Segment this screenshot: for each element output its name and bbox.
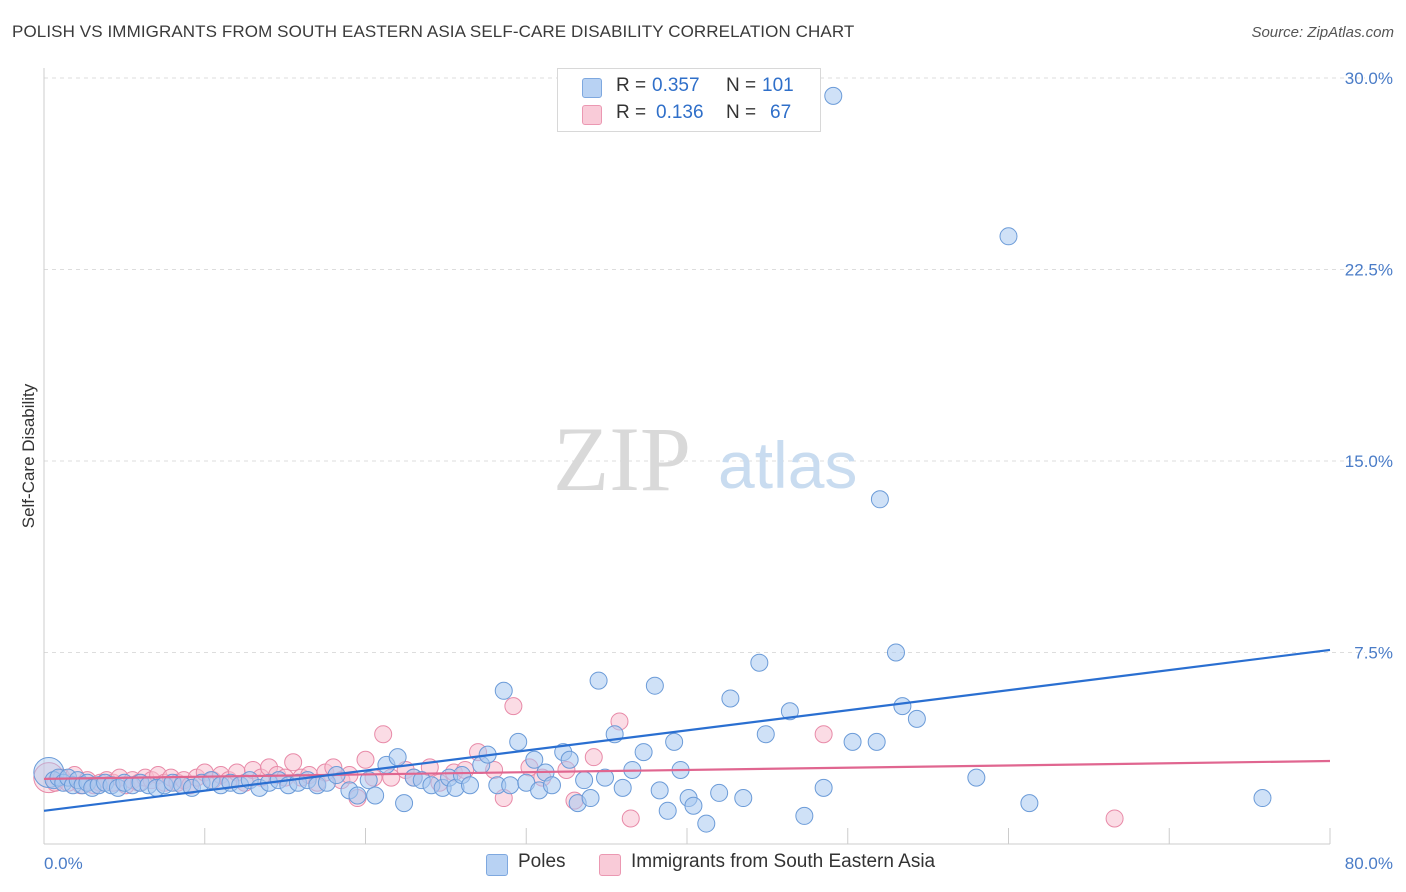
poles-point	[560, 750, 579, 769]
poles-point	[814, 778, 833, 797]
watermark-zip: ZIP	[553, 408, 691, 510]
poles-point	[967, 768, 986, 787]
legend-item-poles[interactable]: Poles	[486, 851, 586, 877]
y-tick-labels: 7.5% 15.0% 22.5% 30.0%	[1345, 69, 1393, 663]
poles-point	[999, 227, 1018, 246]
immigrants-swatch	[599, 854, 621, 876]
legend-label-poles: Poles	[518, 851, 566, 872]
poles-point	[581, 789, 600, 808]
poles-point	[756, 725, 775, 744]
immigrants-point	[374, 725, 393, 744]
y-tick-label: 30.0%	[1345, 69, 1393, 88]
watermark: ZIP atlas	[553, 408, 857, 510]
poles-trend-line	[43, 648, 1331, 812]
gridlines	[44, 77, 1365, 653]
y-tick-label: 7.5%	[1354, 644, 1393, 663]
legend-item-immigrants[interactable]: Immigrants from South Eastern Asia	[599, 851, 979, 877]
immigrants-point	[1105, 809, 1124, 828]
poles-point	[867, 732, 886, 751]
poles-swatch	[486, 854, 508, 876]
poles-point	[575, 771, 594, 790]
poles-point	[501, 776, 520, 795]
poles-point	[658, 801, 677, 820]
poles-point	[388, 748, 407, 767]
legend-n-value: 67	[770, 102, 792, 123]
chart-title: POLISH VS IMMIGRANTS FROM SOUTH EASTERN …	[12, 22, 855, 41]
legend-r-label: R =	[616, 102, 647, 123]
x-tick-label-max: 80.0%	[1345, 854, 1393, 873]
immigrants-point	[504, 697, 523, 716]
immigrants-point	[584, 748, 603, 767]
poles-point	[589, 671, 608, 690]
x-tick-marks	[204, 828, 1331, 844]
legend-r-value: 0.357	[652, 75, 700, 96]
legend-n-value: 101	[762, 75, 794, 96]
immigrants-point	[814, 725, 833, 744]
poles-point	[542, 776, 561, 795]
poles-point	[366, 786, 385, 805]
poles-point	[1020, 794, 1039, 813]
poles-point	[750, 653, 769, 672]
poles-point	[509, 732, 528, 751]
poles-point	[596, 768, 615, 787]
y-axis-label: Self-Care Disability	[19, 383, 38, 528]
poles-point	[824, 86, 843, 105]
poles-point	[395, 794, 414, 813]
poles-point	[359, 771, 378, 790]
y-tick-label: 15.0%	[1345, 452, 1393, 471]
poles-point	[780, 702, 799, 721]
legend-r-label: R =	[616, 75, 647, 96]
y-tick-label: 22.5%	[1345, 261, 1393, 280]
immigrants-trend-line	[43, 759, 1331, 780]
poles-point	[710, 783, 729, 802]
poles-point	[893, 697, 912, 716]
poles-point	[697, 814, 716, 833]
poles-point	[870, 490, 889, 509]
legend-n-label: N =	[726, 102, 757, 123]
poles-point	[525, 750, 544, 769]
poles-point	[348, 786, 367, 805]
poles-swatch	[582, 78, 602, 98]
poles-point	[843, 732, 862, 751]
watermark-atlas: atlas	[718, 428, 857, 502]
poles-point	[684, 796, 703, 815]
poles-point	[734, 789, 753, 808]
poles-point	[460, 776, 479, 795]
legend-r-value: 0.136	[656, 102, 704, 123]
immigrants-point	[356, 750, 375, 769]
poles-point	[665, 732, 684, 751]
poles-point	[494, 681, 513, 700]
poles-point	[650, 781, 669, 800]
poles-point	[645, 676, 664, 695]
immigrants-swatch	[582, 105, 602, 125]
immigrants-point	[284, 753, 303, 772]
poles-point	[907, 709, 926, 728]
poles-point	[613, 778, 632, 797]
source-label: Source: ZipAtlas.com	[1251, 24, 1394, 41]
trend-lines	[43, 648, 1331, 812]
immigrants-point	[621, 809, 640, 828]
legend-n-label: N =	[726, 75, 757, 96]
poles-point	[795, 806, 814, 825]
poles-point	[634, 743, 653, 762]
poles-point	[886, 643, 905, 662]
poles-point	[721, 689, 740, 708]
correlation-legend: R = 0.357 N = 101 R = 0.136 N = 67	[557, 68, 821, 132]
legend-label-immigrants: Immigrants from South Eastern Asia	[631, 851, 936, 872]
x-tick-label-min: 0.0%	[44, 854, 83, 873]
poles-point	[1253, 789, 1272, 808]
